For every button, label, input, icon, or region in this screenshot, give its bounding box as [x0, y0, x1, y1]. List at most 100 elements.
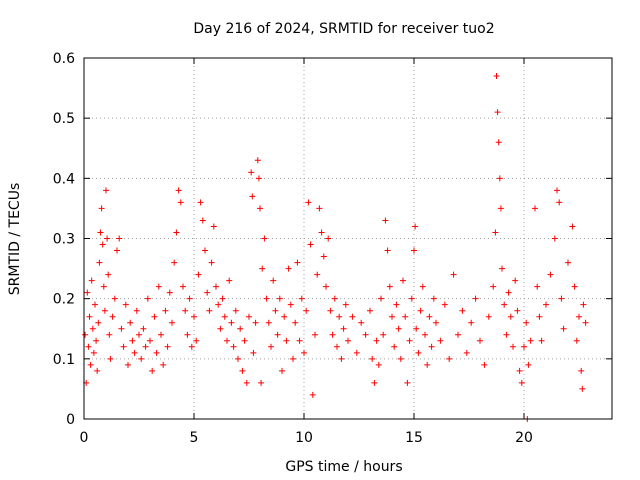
data-point: [86, 313, 93, 320]
data-point: [180, 283, 186, 290]
data-point: [532, 205, 538, 212]
data-point: [230, 343, 237, 350]
data-point: [182, 307, 189, 314]
data-point: [272, 307, 279, 314]
data-point: [259, 265, 266, 272]
data-point: [358, 319, 365, 326]
data-point: [162, 307, 169, 314]
data-point: [270, 277, 277, 284]
data-point: [188, 343, 195, 350]
data-point: [169, 319, 175, 326]
data-point: [495, 139, 502, 146]
data-point: [327, 307, 334, 314]
data-point: [193, 337, 200, 344]
data-point: [263, 295, 270, 302]
data-point: [173, 229, 180, 236]
data-point: [98, 205, 105, 212]
data-point: [184, 331, 191, 338]
x-tick-label: 10: [295, 430, 313, 446]
data-point: [147, 337, 153, 344]
data-point: [395, 325, 402, 332]
data-point: [96, 259, 103, 266]
data-point: [331, 295, 338, 302]
data-point: [490, 283, 497, 290]
data-point: [371, 379, 378, 386]
data-point: [510, 343, 516, 350]
data-point: [505, 289, 512, 296]
data-point: [202, 247, 208, 254]
data-point: [294, 259, 301, 266]
data-point: [499, 265, 505, 272]
data-point: [441, 301, 448, 308]
data-point: [204, 289, 211, 296]
data-point: [406, 337, 413, 344]
data-point: [265, 319, 272, 326]
data-point: [106, 331, 113, 338]
data-point: [261, 235, 268, 242]
x-tick-label: 0: [80, 430, 89, 446]
data-point: [338, 355, 345, 362]
data-point: [84, 289, 91, 296]
data-point: [228, 319, 235, 326]
data-point: [582, 319, 589, 326]
data-point: [129, 337, 136, 344]
data-point: [521, 343, 527, 350]
x-axis-label: GPS time / hours: [285, 459, 402, 475]
data-point: [446, 355, 453, 362]
data-point: [191, 313, 197, 320]
data-point: [246, 313, 252, 320]
data-point: [573, 337, 580, 344]
y-tick-label: 0.4: [53, 171, 75, 187]
data-point: [378, 295, 384, 302]
data-point: [386, 283, 393, 290]
data-point: [437, 337, 444, 344]
data-point: [287, 301, 294, 308]
data-point: [103, 187, 109, 194]
data-point: [312, 331, 318, 338]
data-point: [177, 199, 184, 206]
data-point: [290, 355, 296, 362]
y-tick-label: 0.2: [53, 292, 75, 308]
data-point: [281, 313, 288, 320]
data-point: [136, 331, 142, 338]
y-tick-label: 0.3: [53, 232, 75, 248]
data-point: [538, 337, 545, 344]
data-point: [94, 367, 101, 374]
data-point: [175, 187, 182, 194]
data-point: [89, 325, 96, 332]
data-point: [507, 313, 514, 320]
data-point: [543, 301, 549, 308]
data-point: [384, 247, 391, 254]
data-point: [254, 157, 261, 164]
data-point: [292, 319, 299, 326]
data-point: [298, 295, 305, 302]
data-point: [428, 343, 435, 350]
x-tick-label: 5: [190, 430, 199, 446]
data-point: [320, 253, 327, 260]
data-point: [391, 343, 398, 350]
data-point: [494, 109, 501, 116]
data-point: [501, 301, 508, 308]
data-point: [477, 337, 483, 344]
data-point: [336, 313, 343, 320]
data-point: [195, 271, 202, 278]
data-point: [125, 361, 131, 368]
data-point: [525, 361, 532, 368]
data-point: [92, 301, 98, 308]
data-point: [95, 319, 102, 326]
data-point: [90, 349, 97, 356]
data-point: [367, 307, 373, 314]
data-point: [472, 295, 479, 302]
y-tick-label: 0.6: [53, 51, 75, 67]
data-point: [239, 367, 246, 374]
data-point: [122, 301, 129, 308]
data-point: [82, 331, 89, 338]
data-point: [422, 331, 428, 338]
data-point: [400, 277, 406, 284]
data-point: [578, 367, 585, 374]
data-point: [455, 331, 461, 338]
grid-lines: [84, 58, 612, 419]
data-point: [104, 235, 111, 242]
data-point: [221, 313, 228, 320]
data-point: [140, 325, 147, 332]
